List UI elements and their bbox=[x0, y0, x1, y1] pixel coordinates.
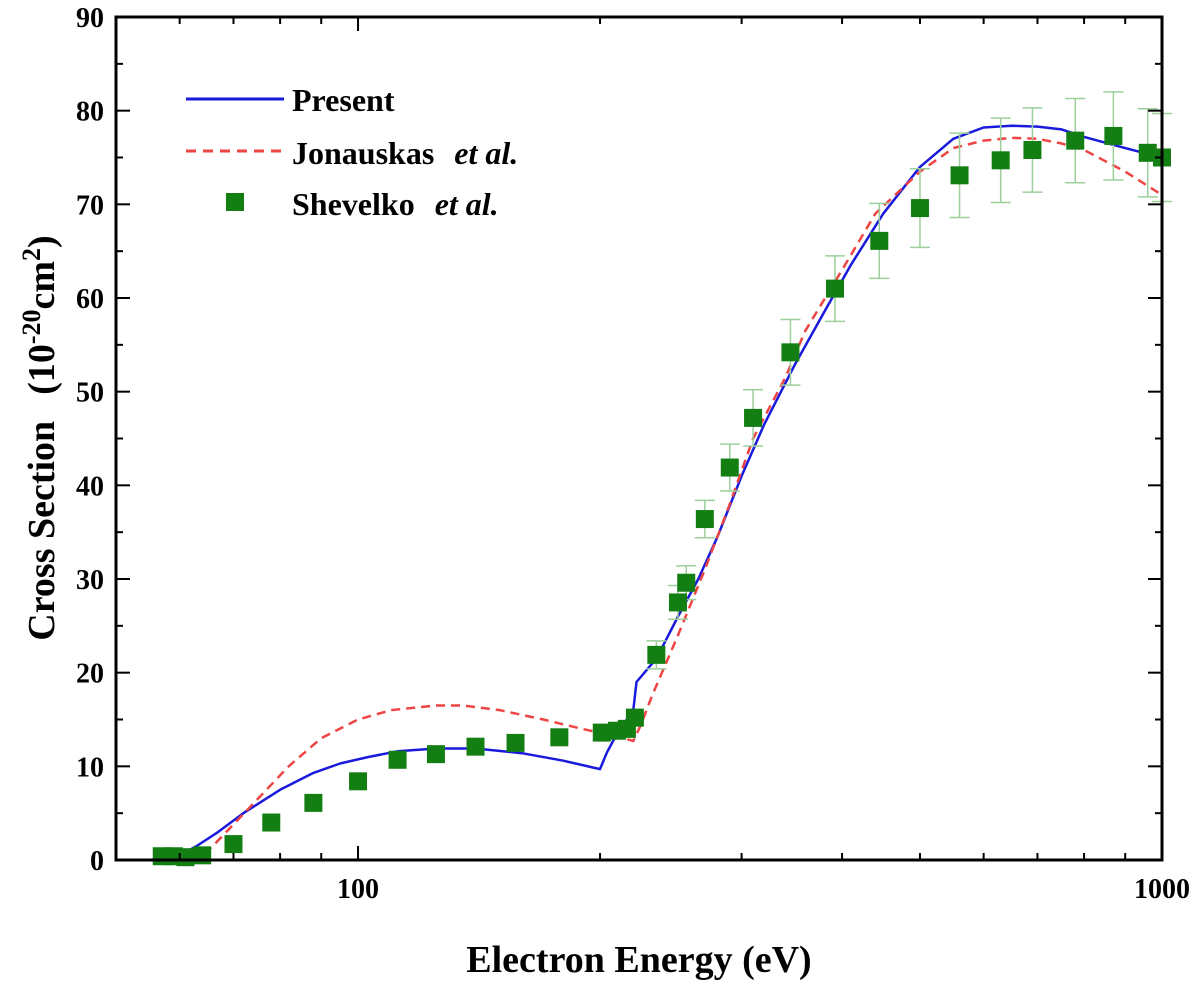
data-point-shevelko bbox=[695, 510, 714, 529]
y-axis-unit-mid: cm bbox=[21, 261, 63, 310]
plot-area bbox=[116, 91, 1172, 867]
data-point-shevelko bbox=[1138, 143, 1157, 162]
y-tick-label: 80 bbox=[76, 97, 104, 128]
data-point-shevelko bbox=[304, 793, 323, 812]
data-point-shevelko bbox=[388, 750, 407, 769]
legend-jonauskas-name: Jonauskas bbox=[292, 135, 434, 171]
x-tick-label: 100 bbox=[337, 874, 379, 905]
data-point-shevelko bbox=[677, 573, 696, 592]
y-axis-unit-exp1: -20 bbox=[17, 309, 46, 344]
data-point-shevelko bbox=[950, 166, 969, 185]
data-point-shevelko bbox=[720, 458, 739, 477]
data-point-shevelko bbox=[224, 835, 243, 854]
y-tick-label: 70 bbox=[76, 190, 104, 221]
data-point-shevelko bbox=[550, 728, 569, 747]
y-axis-title-main: Cross Section bbox=[21, 421, 63, 641]
data-point-shevelko bbox=[647, 645, 666, 664]
y-tick-label: 90 bbox=[76, 3, 104, 34]
legend-shevelko-etal: et al. bbox=[435, 186, 499, 222]
data-point-shevelko bbox=[592, 723, 611, 742]
y-tick-label: 50 bbox=[76, 378, 104, 409]
data-point-shevelko bbox=[668, 593, 687, 612]
y-axis-unit-close: ) bbox=[21, 235, 63, 248]
data-point-shevelko bbox=[625, 708, 644, 727]
data-point-shevelko bbox=[991, 151, 1010, 170]
data-point-shevelko bbox=[1023, 141, 1042, 160]
legend-shevelko-label: Shevelko et al. bbox=[292, 186, 499, 222]
data-point-shevelko bbox=[176, 848, 195, 867]
legend-jonauskas-etal: et al. bbox=[454, 135, 518, 171]
data-point-shevelko bbox=[349, 772, 368, 791]
y-tick-label: 60 bbox=[76, 284, 104, 315]
y-axis-title: Cross Section (10-20cm2) bbox=[17, 235, 63, 640]
y-axis-unit-exp2: 2 bbox=[17, 248, 46, 261]
data-point-shevelko bbox=[506, 733, 525, 752]
data-point-shevelko bbox=[1066, 131, 1085, 150]
series-line-present bbox=[116, 124, 1163, 862]
y-axis-unit-open: (10 bbox=[21, 344, 63, 395]
legend: Present Jonauskas et al. Shevelko et al. bbox=[186, 82, 518, 222]
data-point-shevelko bbox=[826, 279, 845, 298]
legend-jonauskas-label: Jonauskas et al. bbox=[292, 135, 518, 171]
y-tick-label: 30 bbox=[76, 565, 104, 596]
legend-shevelko-swatch bbox=[226, 193, 244, 211]
axes bbox=[114, 15, 1164, 862]
data-point-shevelko bbox=[466, 737, 485, 756]
series-line-jonauskas bbox=[190, 136, 1163, 862]
x-tick-label: 1000 bbox=[1134, 874, 1190, 905]
data-point-shevelko bbox=[426, 745, 445, 764]
y-tick-label: 0 bbox=[90, 846, 104, 877]
y-tick-label: 10 bbox=[76, 752, 104, 783]
y-tick-label: 40 bbox=[76, 471, 104, 502]
data-point-shevelko bbox=[193, 846, 212, 865]
x-axis-title: Electron Energy (eV) bbox=[466, 939, 811, 981]
data-point-shevelko bbox=[870, 231, 889, 250]
data-point-shevelko bbox=[744, 408, 763, 427]
plot-frame bbox=[114, 15, 1164, 862]
legend-shevelko-name: Shevelko bbox=[292, 186, 415, 222]
ticks: 0 10 20 30 40 50 60 70 80 90 100 1000 bbox=[76, 3, 1190, 905]
data-point-shevelko bbox=[910, 199, 929, 218]
data-point-shevelko bbox=[262, 813, 281, 832]
data-point-shevelko bbox=[781, 343, 800, 362]
data-point-shevelko bbox=[1104, 126, 1123, 145]
legend-present-label: Present bbox=[292, 82, 395, 118]
y-tick-label: 20 bbox=[76, 659, 104, 690]
